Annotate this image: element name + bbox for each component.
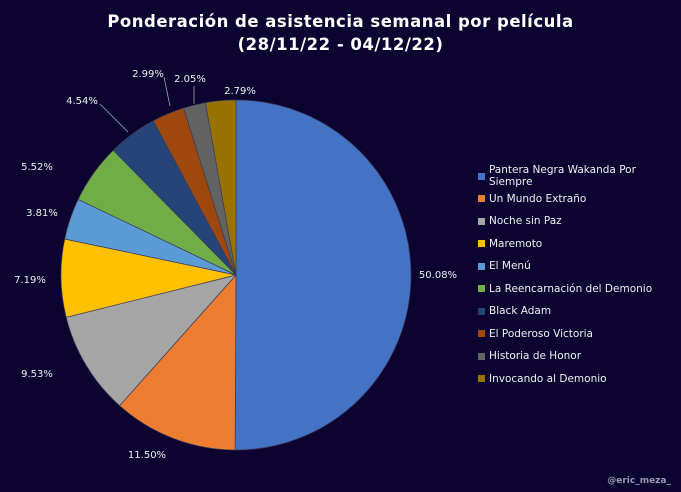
data-label: 7.19% <box>14 275 46 286</box>
legend-item: Black Adam <box>478 300 681 323</box>
data-label: 11.50% <box>128 450 166 461</box>
legend-label: El Menú <box>489 260 531 273</box>
legend-item: Noche sin Paz <box>478 210 681 233</box>
legend-label: La Reencarnación del Demonio <box>489 282 653 295</box>
data-label: 5.52% <box>21 162 53 173</box>
data-label: 4.54% <box>66 96 98 107</box>
legend: Pantera Negra Wakanda Por Siempre Un Mund… <box>478 164 681 391</box>
legend-swatch <box>478 285 485 293</box>
chart-title: Ponderación de asistencia semanal por pe… <box>0 10 681 56</box>
legend-label: Maremoto <box>489 237 543 250</box>
data-label: 2.05% <box>174 74 206 85</box>
subtitle-line: (28/11/22 - 04/12/22) <box>237 35 444 54</box>
legend-label: Historia de Honor <box>489 350 582 363</box>
leader-line <box>163 76 171 107</box>
legend-label: Black Adam <box>489 305 552 318</box>
legend-item: Historia de Honor <box>478 345 681 368</box>
legend-item: Un Mundo Extraño <box>478 188 681 211</box>
data-label: 2.99% <box>132 69 164 80</box>
pie-slice <box>205 99 237 276</box>
legend-item: La Reencarnación del Demonio <box>478 278 681 301</box>
legend-label: Pantera Negra Wakanda Por Siempre <box>488 164 636 189</box>
data-label: 2.79% <box>224 86 256 97</box>
legend-item: El Poderoso Victoria <box>478 323 681 346</box>
legend-swatch <box>478 375 485 383</box>
legend-swatch <box>478 352 485 360</box>
watermark: @eric_meza_ <box>607 476 671 486</box>
legend-swatch <box>478 330 485 338</box>
legend-swatch <box>478 172 485 180</box>
leader-line <box>99 103 129 133</box>
legend-label: El Poderoso Victoria <box>489 327 593 340</box>
legend-label: Un Mundo Extraño <box>489 192 587 205</box>
pie-slice <box>65 274 238 407</box>
legend-swatch <box>478 240 485 248</box>
pie-slice <box>119 274 237 451</box>
pie-slice <box>234 99 412 451</box>
legend-item: El Menú <box>478 255 681 278</box>
title-line: Ponderación de asistencia semanal por pe… <box>107 12 574 31</box>
legend-item: Maremoto <box>478 233 681 256</box>
legend-item: Pantera Negra Wakanda Por Siempre <box>478 164 681 189</box>
legend-swatch <box>478 307 485 315</box>
legend-swatch <box>478 262 485 270</box>
data-label: 9.53% <box>21 369 53 380</box>
legend-item: Invocando al Demonio <box>478 368 681 391</box>
legend-label: Invocando al Demonio <box>489 372 607 385</box>
legend-label: Noche sin Paz <box>489 215 562 228</box>
data-label: 50.08% <box>419 270 457 281</box>
data-label: 3.81% <box>26 208 58 219</box>
legend-swatch <box>478 195 485 203</box>
legend-swatch <box>478 217 485 225</box>
